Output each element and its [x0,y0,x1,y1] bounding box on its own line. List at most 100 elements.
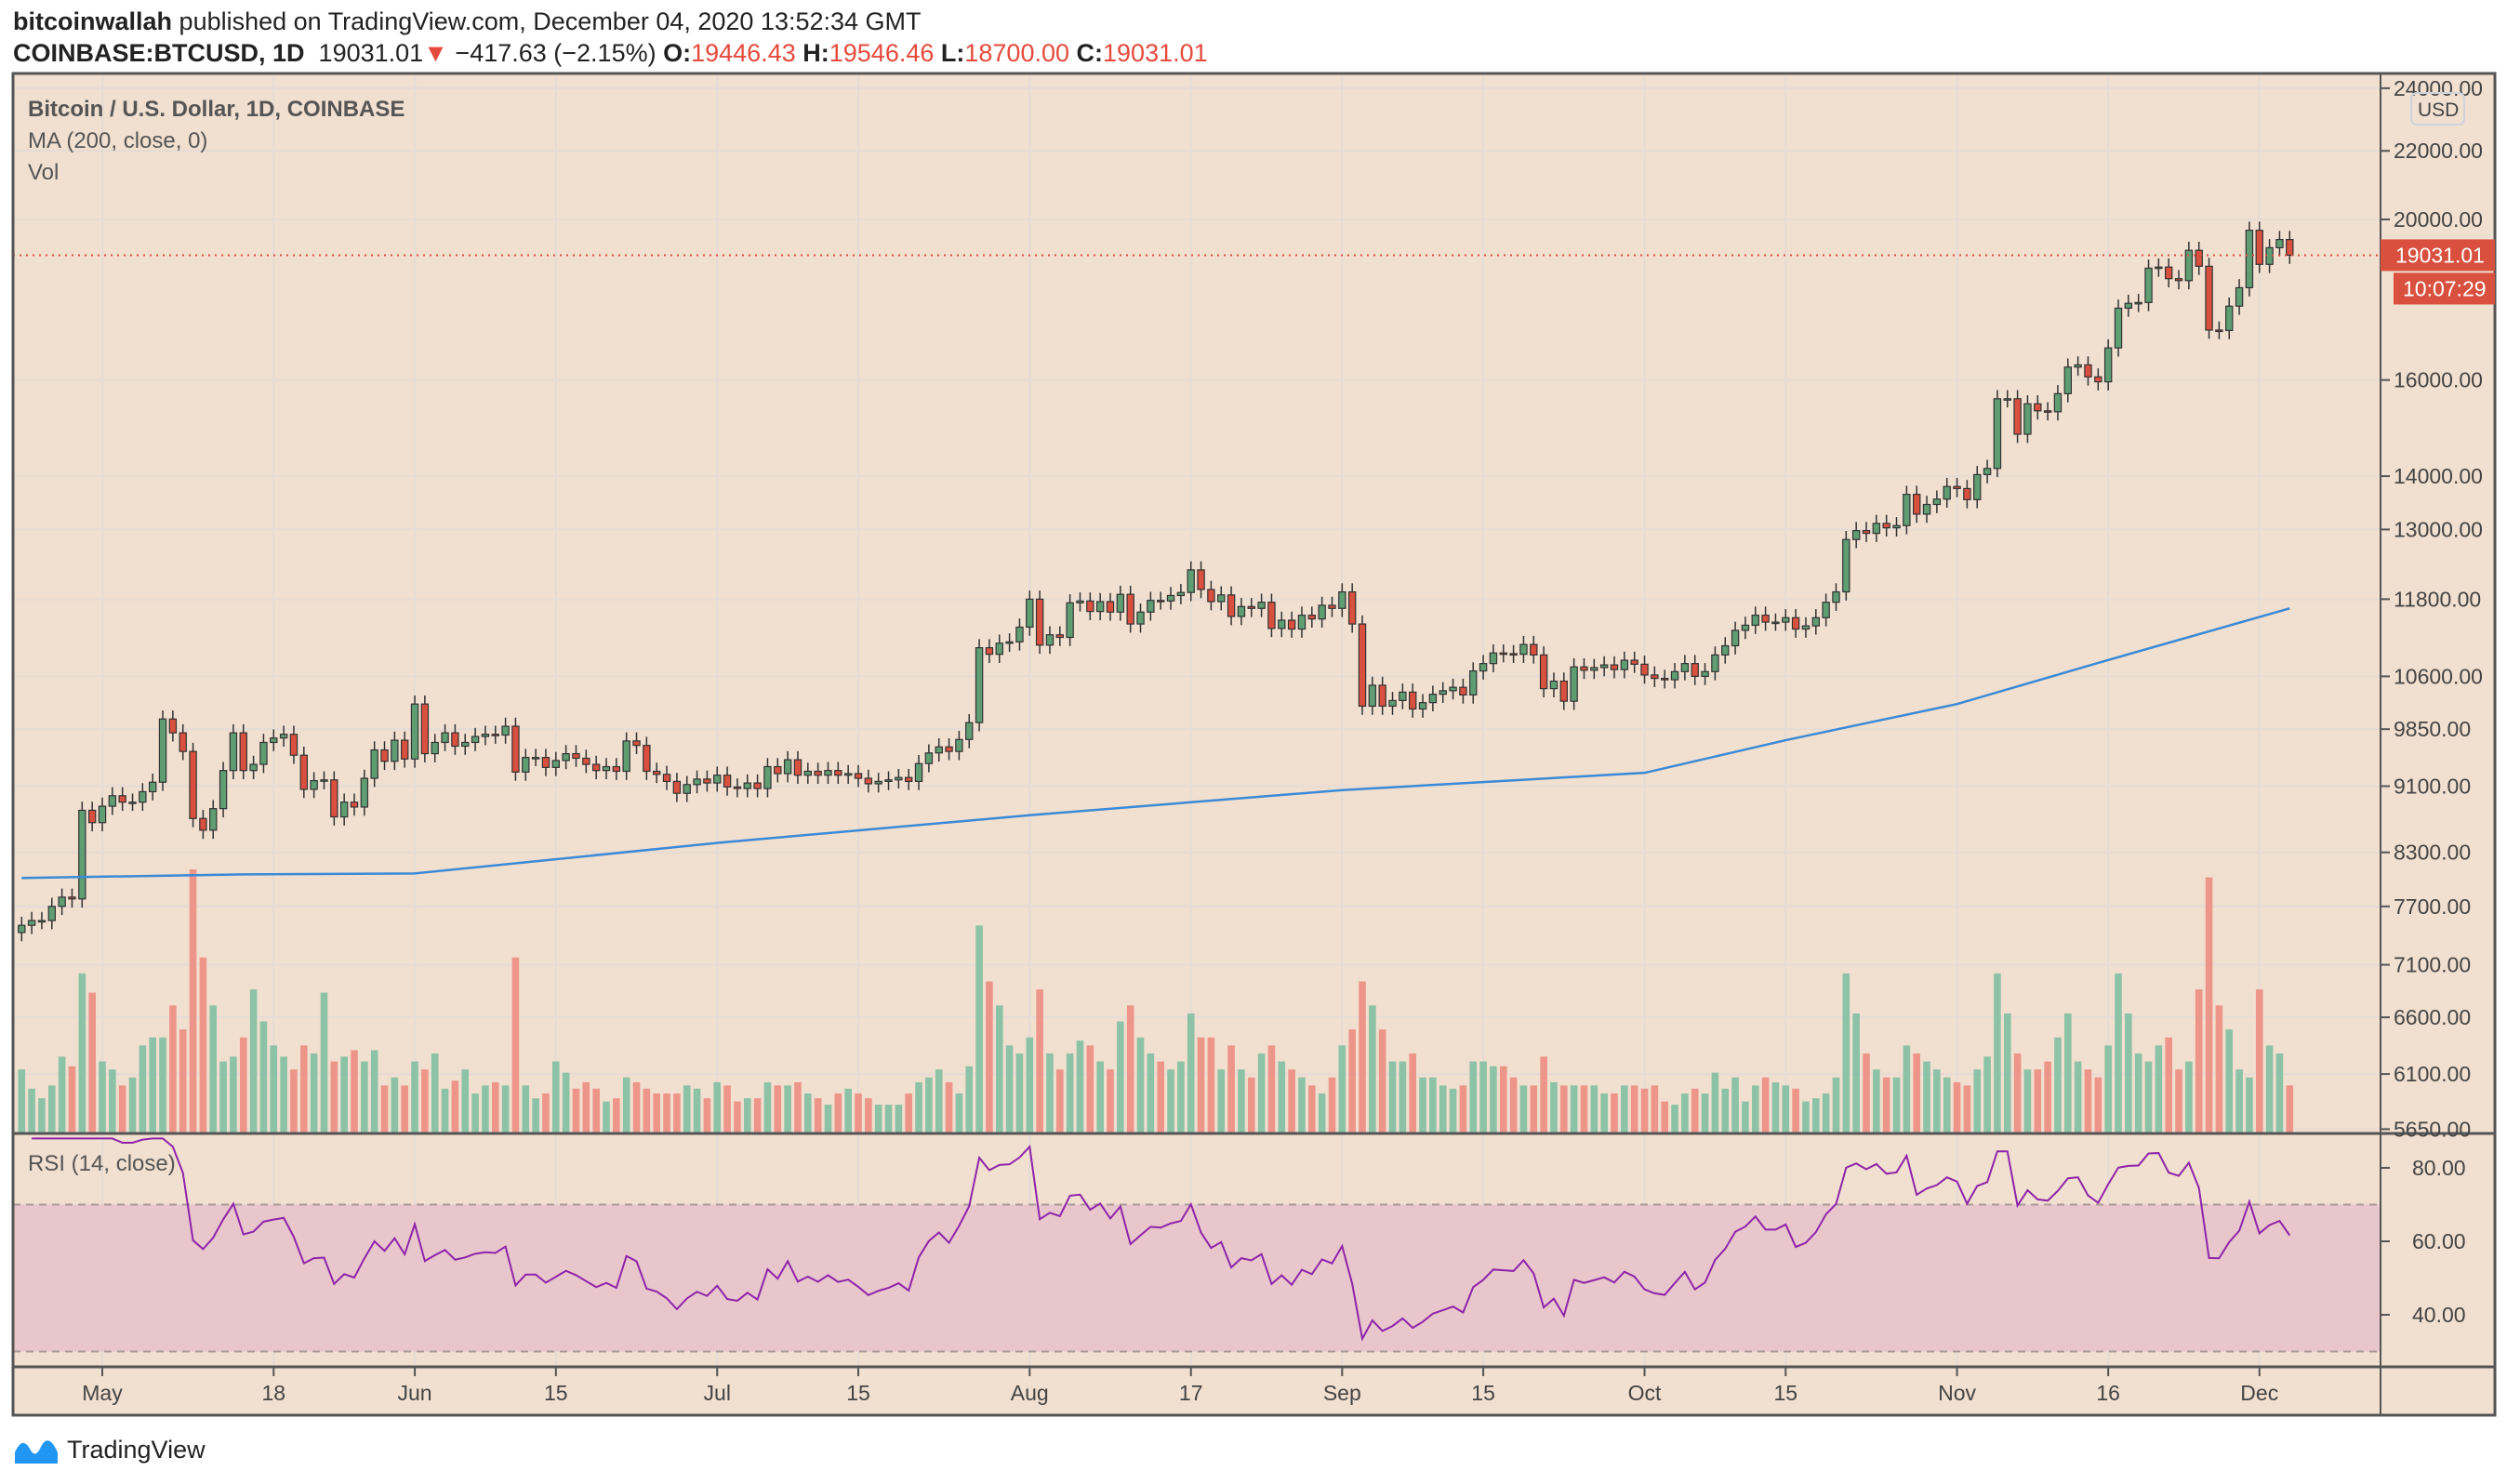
candle [2225,298,2234,339]
candle-body [1811,616,1820,627]
volume-bar [290,1069,298,1133]
volume-bar [613,1098,620,1133]
publish-text: published on TradingView.com, December 0… [179,7,922,35]
author: bitcoinwallah [13,7,173,35]
candle [189,742,197,828]
volume-bar [2054,1037,2062,1133]
candle-body [320,779,328,782]
volume-bar [1136,1037,1145,1133]
candle [713,766,722,792]
volume-bar [542,1093,550,1133]
candle [1368,676,1377,715]
tradingview-logo[interactable]: TradingView [13,1434,206,1465]
candle [481,725,490,746]
volume-bar [471,1093,479,1133]
candle-body [2184,249,2194,282]
candle-body [1116,593,1125,613]
candle-body [1670,670,1679,681]
candle-body [703,778,711,784]
candle-body [1620,659,1629,670]
volume-bar [824,1105,832,1133]
candle-body [1761,615,1770,623]
candle-body [1318,604,1326,620]
candle-body [420,703,430,755]
candle-body [2003,398,2011,401]
currency-badge [2410,92,2465,126]
candle-body [1953,485,1961,490]
candle-body [1378,684,1386,708]
volume-bar [1812,1098,1820,1133]
candle-body [18,924,26,934]
rsi-band [13,1204,2381,1352]
candle [199,810,207,840]
volume-bar [239,1037,247,1133]
candle [431,734,439,762]
volume-bar [2044,1061,2051,1133]
volume-bar [209,1005,218,1133]
candle [310,772,318,799]
volume-bar [1621,1085,1628,1133]
candle-body [763,765,772,789]
volume-bar [511,957,520,1133]
candle-body [118,795,126,803]
candle [843,764,853,785]
volume-bar [1792,1088,1799,1133]
candle [229,723,238,780]
candle-body [209,808,218,831]
candle-body [1711,654,1719,672]
volume-bar [441,1088,449,1133]
candle [350,793,359,816]
candle-body [1862,530,1871,535]
volume-bar [2064,1013,2072,1133]
candle [1832,583,1840,612]
candle [339,793,349,826]
candle-body [179,732,187,752]
volume-bar [1207,1037,1215,1133]
candle [1267,593,1276,638]
volume-bar [2023,1069,2032,1133]
candle-body [632,740,641,747]
ma200-line [21,607,2290,880]
candle-body [2134,301,2142,305]
candle [1247,598,1255,617]
candle-body [108,795,117,807]
candle [401,731,409,768]
candle-body [2255,230,2263,265]
volume-bar [1590,1085,1598,1133]
volume-bar [1388,1061,1397,1133]
volume-bar [2215,1005,2223,1133]
candle-body [299,754,309,790]
volume-bar [945,1081,953,1133]
candle [1580,658,1588,680]
candle-body [1559,680,1568,702]
volume-bar [2205,877,2213,1133]
candle [47,897,57,930]
volume-bar [1782,1085,1790,1133]
volume-bar [28,1088,35,1133]
volume-bar [1278,1061,1286,1133]
candle-body [2063,366,2072,394]
candle [683,775,691,802]
volume-bar [1348,1029,1356,1133]
volume-bar [1490,1066,1497,1133]
volume-bar [1832,1077,1840,1133]
volume-bar [259,1021,268,1133]
candle [1973,466,1982,509]
candle [1851,522,1861,549]
candle [2134,294,2142,312]
volume-bar [1197,1037,1205,1133]
ma-legend: MA (200, close, 0) [28,128,208,153]
candle-body [2084,364,2092,378]
candle [2286,231,2294,264]
candle [1640,656,1649,684]
candle [1147,591,1155,621]
candle [2043,402,2052,421]
volume-bar [1338,1045,1346,1133]
candle-body [2043,410,2052,413]
candle [259,734,268,774]
candle-body [401,739,409,760]
candle-body [904,776,913,783]
volume-bar [1177,1061,1185,1133]
candle-body [1943,485,1951,500]
